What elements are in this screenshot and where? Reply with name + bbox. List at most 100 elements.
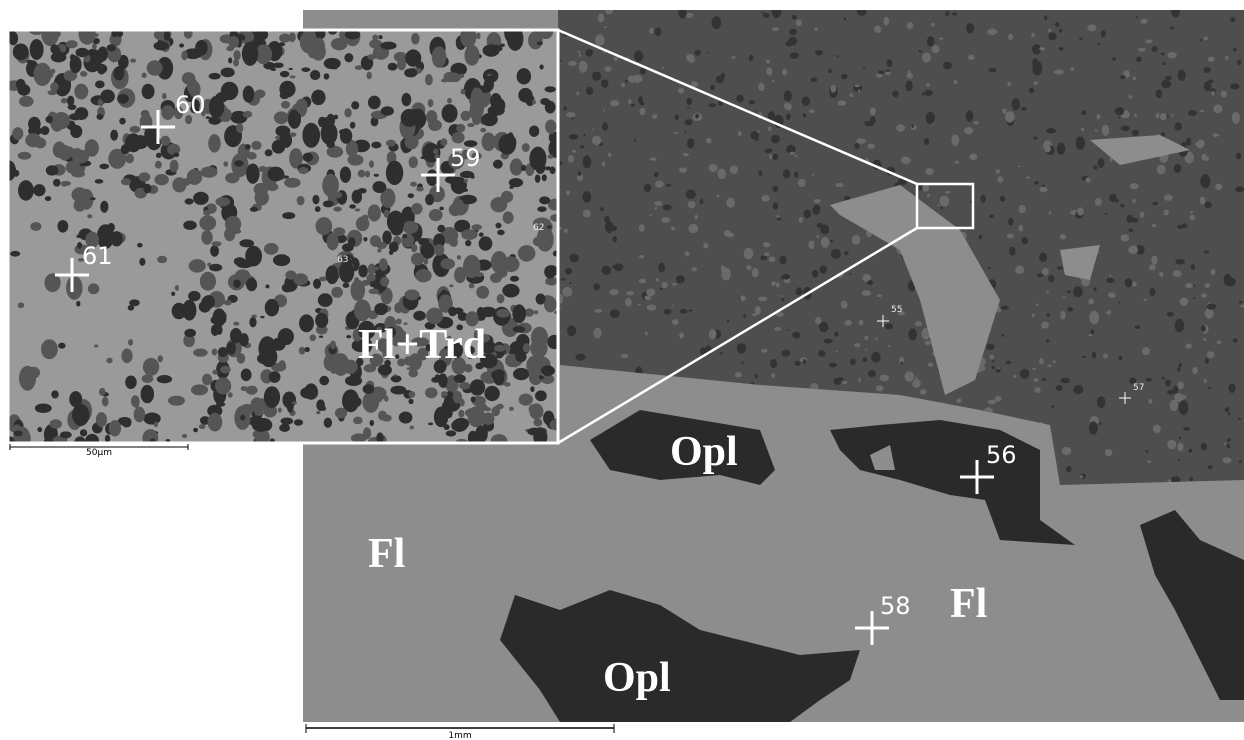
grain <box>279 424 290 432</box>
grain <box>749 55 754 62</box>
grain <box>387 211 405 233</box>
grain <box>1019 205 1026 213</box>
grain <box>1097 396 1105 408</box>
grain <box>920 389 926 395</box>
grain <box>354 299 371 321</box>
grain <box>1104 213 1107 215</box>
grain <box>1185 344 1192 349</box>
grain <box>687 107 689 109</box>
grain <box>564 229 568 233</box>
grain <box>703 243 708 249</box>
grain <box>99 388 106 396</box>
grain <box>1170 26 1174 29</box>
grain <box>207 413 222 432</box>
grain <box>1200 174 1210 188</box>
grain <box>225 216 241 233</box>
grain <box>1201 293 1207 297</box>
grain <box>1125 278 1133 287</box>
grain <box>365 171 370 178</box>
grain <box>1042 378 1046 381</box>
grain <box>160 136 170 146</box>
grain <box>480 307 497 317</box>
grain <box>928 363 933 367</box>
grain <box>444 424 450 430</box>
grain <box>212 370 217 375</box>
grain <box>940 206 942 209</box>
grain <box>626 291 634 295</box>
grain <box>867 280 873 285</box>
grain <box>484 386 499 401</box>
grain <box>654 172 659 177</box>
grain <box>1033 137 1037 140</box>
grain <box>70 56 82 73</box>
grain <box>688 309 692 311</box>
grain <box>461 89 466 95</box>
grain <box>737 343 746 354</box>
grain <box>141 385 154 403</box>
grain <box>378 411 387 421</box>
grain <box>1081 128 1084 132</box>
grain <box>282 283 293 292</box>
grain <box>798 179 805 187</box>
grain <box>650 157 657 160</box>
grain <box>260 316 264 318</box>
grain <box>829 363 837 368</box>
grain <box>1046 128 1056 133</box>
grain <box>1180 298 1189 306</box>
grain <box>964 127 973 134</box>
grain <box>502 256 519 272</box>
grain <box>429 209 443 221</box>
grain <box>491 370 504 379</box>
grain <box>545 86 556 92</box>
grain <box>440 258 455 269</box>
grain <box>515 352 526 362</box>
grain <box>425 194 434 205</box>
grain <box>449 284 453 287</box>
grain <box>128 339 133 346</box>
grain <box>761 195 769 201</box>
grain <box>1033 81 1037 84</box>
grain <box>156 153 162 158</box>
grain <box>989 354 994 359</box>
grain <box>908 328 917 340</box>
grain <box>265 299 279 317</box>
grain <box>1157 165 1166 175</box>
grain <box>686 54 694 62</box>
grain <box>855 85 860 88</box>
grain <box>539 65 543 70</box>
grain <box>529 404 536 414</box>
grain <box>712 16 722 29</box>
grain <box>49 419 62 428</box>
grain <box>1102 125 1110 136</box>
grain <box>905 371 915 382</box>
grain <box>281 417 294 424</box>
grain <box>592 129 594 131</box>
grain <box>1106 278 1114 283</box>
grain <box>788 37 797 46</box>
grain <box>155 161 162 169</box>
grain <box>449 203 462 216</box>
grain <box>658 263 665 273</box>
grain <box>243 86 255 103</box>
grain <box>602 122 608 131</box>
grain <box>1047 364 1051 367</box>
grain <box>304 347 310 352</box>
grain <box>475 272 484 277</box>
grain <box>804 209 811 218</box>
grain <box>202 374 212 386</box>
grain <box>319 336 323 338</box>
grain <box>1174 122 1181 130</box>
grain <box>1000 306 1009 310</box>
grain <box>212 348 218 355</box>
grain <box>1207 303 1216 310</box>
grain <box>298 167 308 174</box>
grain <box>1060 311 1066 319</box>
grain <box>1109 274 1112 276</box>
grain <box>781 298 784 301</box>
grain <box>610 100 619 107</box>
grain <box>1032 61 1042 75</box>
grain <box>1049 211 1052 214</box>
grain <box>463 419 467 421</box>
grain <box>686 190 696 199</box>
grain <box>95 80 105 88</box>
